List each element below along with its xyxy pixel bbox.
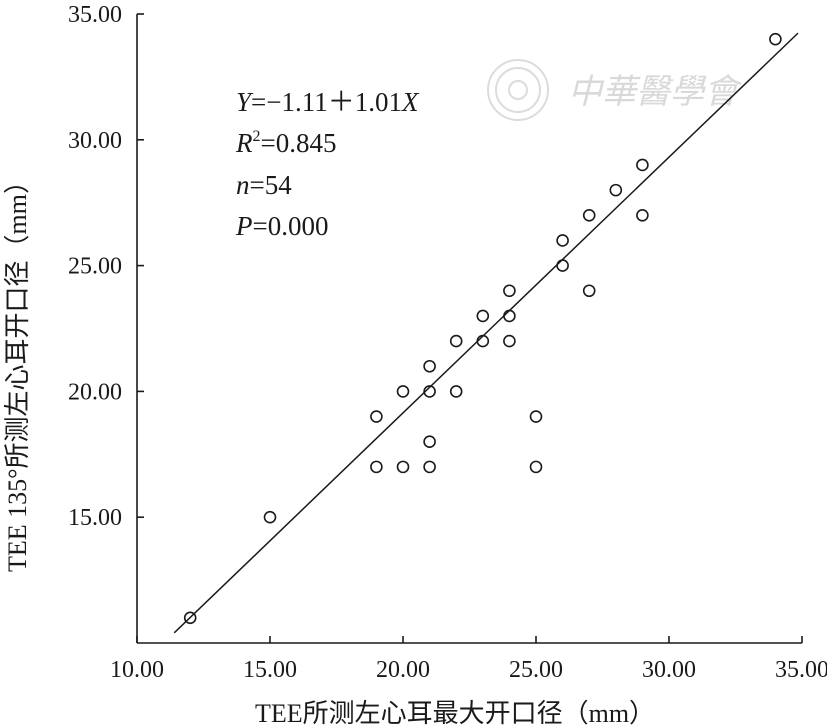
data-point [423,435,436,449]
x-tick-label: 30.00 [642,657,696,683]
x-axis-title: TEE所测左心耳最大开口径（mm） [255,699,655,728]
data-point [423,385,436,398]
data-point [503,309,516,323]
data-point [183,611,197,625]
data-point [476,334,490,348]
data-point [449,385,463,398]
y-tick-label: 15.00 [68,505,122,531]
data-point [769,32,782,46]
y-tick-label: 25.00 [68,254,122,280]
sample-size: n=54 [236,170,292,200]
data-point [529,460,543,474]
data-point [556,259,569,272]
data-point [423,359,436,373]
x-tick-label: 20.00 [376,657,430,683]
watermark-text: 中華醫學會 [568,72,743,112]
data-point [636,208,649,222]
data-point [636,158,649,172]
data-point [609,183,623,197]
data-point [449,334,463,348]
data-point [503,284,516,298]
y-tick-label: 35.00 [68,2,122,28]
regression-annotation: Y=−1.11＋1.01X R2=0.845 n=54 P=0.000 [235,87,420,241]
regression-line [173,32,799,634]
data-points [183,32,782,625]
data-point [396,385,410,398]
data-point [396,460,410,474]
p-value: P=0.000 [235,211,328,241]
data-point [263,510,277,524]
regression-equation: Y=−1.11＋1.01X [236,87,420,117]
data-point [370,460,383,474]
x-tick-label: 10.00 [110,657,164,683]
y-tick-label: 30.00 [68,128,122,154]
watermark-seal-icon [487,59,549,121]
x-axis-ticks: 10.00 15.00 20.00 25.00 30.00 35.00 [110,636,827,683]
data-point [370,410,383,423]
data-point [582,284,596,298]
r-squared: R2=0.845 [235,128,336,158]
y-axis-title: TEE 135°所测左心耳开口径（mm） [3,168,32,572]
x-tick-label: 35.00 [775,657,827,683]
y-tick-label: 20.00 [68,379,122,405]
x-tick-label: 25.00 [509,657,563,683]
data-point [476,309,490,323]
watermark: 中華醫學會 [487,59,743,121]
data-point [529,410,543,423]
data-point [582,208,596,222]
y-axis-ticks: 15.00 20.00 25.00 30.00 35.00 [68,2,144,531]
data-point [503,334,516,348]
data-point [423,460,436,474]
x-tick-label: 15.00 [243,657,297,683]
data-point [556,234,569,247]
